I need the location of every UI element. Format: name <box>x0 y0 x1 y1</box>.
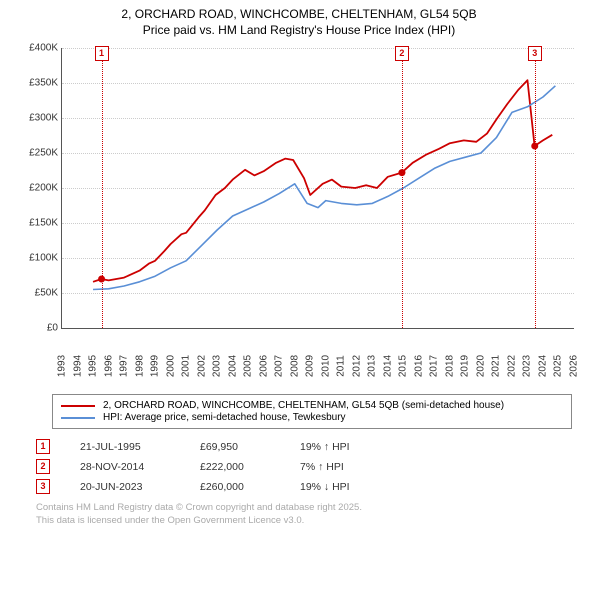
event-marker: 2 <box>36 459 50 474</box>
event-row: 1 21-JUL-1995£69,95019% ↑ HPI <box>36 439 572 454</box>
x-tick-label: 1998 <box>134 351 145 381</box>
x-tick-label: 2025 <box>553 351 564 381</box>
x-tick-label: 2003 <box>212 351 223 381</box>
legend-row: 2, ORCHARD ROAD, WINCHCOMBE, CHELTENHAM,… <box>61 400 563 411</box>
marker-line <box>402 48 403 328</box>
sale-events: 1 21-JUL-1995£69,95019% ↑ HPI 2 28-NOV-2014… <box>36 439 572 494</box>
event-row: 3 20-JUN-2023£260,00019% ↓ HPI <box>36 479 572 494</box>
x-tick-label: 2008 <box>289 351 300 381</box>
marker-box: 3 <box>528 46 542 61</box>
event-hpi-delta: 19% ↑ HPI <box>300 441 400 453</box>
y-tick-label: £100K <box>18 253 58 264</box>
marker-line <box>102 48 103 328</box>
x-tick-label: 2005 <box>243 351 254 381</box>
event-date: 28-NOV-2014 <box>80 461 200 473</box>
x-tick-label: 2010 <box>320 351 331 381</box>
marker-box: 2 <box>395 46 409 61</box>
y-tick-label: £300K <box>18 113 58 124</box>
chart-title: 2, ORCHARD ROAD, WINCHCOMBE, CHELTENHAM,… <box>8 6 590 38</box>
x-tick-label: 2000 <box>165 351 176 381</box>
event-marker: 3 <box>36 479 50 494</box>
x-tick-label: 2024 <box>537 351 548 381</box>
chart-svg <box>62 48 574 328</box>
x-tick-label: 1997 <box>119 351 130 381</box>
event-row: 2 28-NOV-2014£222,0007% ↑ HPI <box>36 459 572 474</box>
price-chart: £0 £50K £100K £150K £200K £250K £300K £350K £400… <box>17 44 581 384</box>
x-tick-label: 2019 <box>460 351 471 381</box>
x-tick-label: 2001 <box>181 351 192 381</box>
marker-line <box>535 48 536 328</box>
y-tick-label: £200K <box>18 183 58 194</box>
x-tick-label: 2011 <box>336 351 347 381</box>
x-tick-label: 2026 <box>569 351 580 381</box>
event-date: 20-JUN-2023 <box>80 481 200 493</box>
x-tick-label: 2023 <box>522 351 533 381</box>
x-tick-label: 2020 <box>475 351 486 381</box>
x-tick-label: 2012 <box>351 351 362 381</box>
event-hpi-delta: 19% ↓ HPI <box>300 481 400 493</box>
series-property <box>93 81 552 283</box>
x-tick-label: 1994 <box>72 351 83 381</box>
event-hpi-delta: 7% ↑ HPI <box>300 461 400 473</box>
event-price: £222,000 <box>200 461 300 473</box>
event-date: 21-JUL-1995 <box>80 441 200 453</box>
legend-label: HPI: Average price, semi-detached house,… <box>103 412 346 423</box>
legend: 2, ORCHARD ROAD, WINCHCOMBE, CHELTENHAM,… <box>52 394 572 429</box>
y-tick-label: £250K <box>18 148 58 159</box>
legend-swatch <box>61 417 95 419</box>
footer-attribution: Contains HM Land Registry data © Crown c… <box>36 502 572 528</box>
legend-swatch <box>61 405 95 407</box>
x-tick-label: 1999 <box>150 351 161 381</box>
x-tick-label: 1995 <box>88 351 99 381</box>
event-price: £260,000 <box>200 481 300 493</box>
x-tick-label: 2007 <box>274 351 285 381</box>
series-hpi <box>93 86 555 290</box>
y-tick-label: £400K <box>18 43 58 54</box>
title-line2: Price paid vs. HM Land Registry's House … <box>8 22 590 38</box>
y-tick-label: £0 <box>18 323 58 334</box>
footer-line1: Contains HM Land Registry data © Crown c… <box>36 502 572 515</box>
x-tick-label: 2006 <box>258 351 269 381</box>
legend-label: 2, ORCHARD ROAD, WINCHCOMBE, CHELTENHAM,… <box>103 400 504 411</box>
x-tick-label: 1993 <box>57 351 68 381</box>
title-line1: 2, ORCHARD ROAD, WINCHCOMBE, CHELTENHAM,… <box>8 6 590 22</box>
x-tick-label: 2014 <box>382 351 393 381</box>
y-tick-label: £350K <box>18 78 58 89</box>
y-tick-label: £50K <box>18 288 58 299</box>
footer-line2: This data is licensed under the Open Gov… <box>36 515 572 528</box>
x-tick-label: 2018 <box>444 351 455 381</box>
x-tick-label: 2015 <box>398 351 409 381</box>
x-tick-label: 2013 <box>367 351 378 381</box>
event-marker: 1 <box>36 439 50 454</box>
y-tick-label: £150K <box>18 218 58 229</box>
x-tick-label: 2016 <box>413 351 424 381</box>
x-tick-label: 1996 <box>103 351 114 381</box>
x-tick-label: 2022 <box>506 351 517 381</box>
x-tick-label: 2009 <box>305 351 316 381</box>
marker-box: 1 <box>95 46 109 61</box>
x-tick-label: 2021 <box>491 351 502 381</box>
event-price: £69,950 <box>200 441 300 453</box>
legend-row: HPI: Average price, semi-detached house,… <box>61 412 563 423</box>
x-tick-label: 2004 <box>227 351 238 381</box>
x-tick-label: 2017 <box>429 351 440 381</box>
x-tick-label: 2002 <box>196 351 207 381</box>
